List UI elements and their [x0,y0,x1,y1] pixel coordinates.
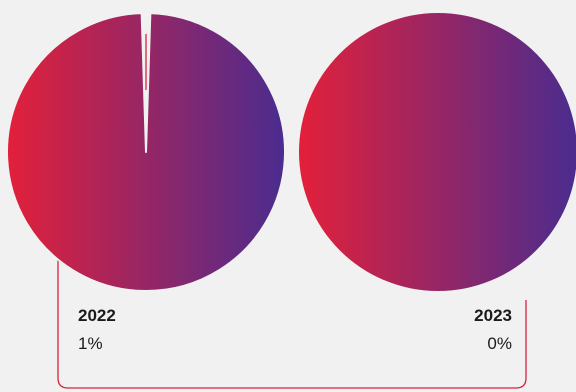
frame-bracket [57,34,527,389]
pie-slice-main [299,13,576,291]
pie-label-2023: 2023 [474,306,512,325]
pie-value-2023: 0% [487,334,512,353]
pie-slice-main [6,12,286,292]
pie-2023 [299,13,576,291]
pie-2022 [6,12,286,292]
pie-label-2022: 2022 [78,306,116,325]
pie-value-2022: 1% [78,334,103,353]
